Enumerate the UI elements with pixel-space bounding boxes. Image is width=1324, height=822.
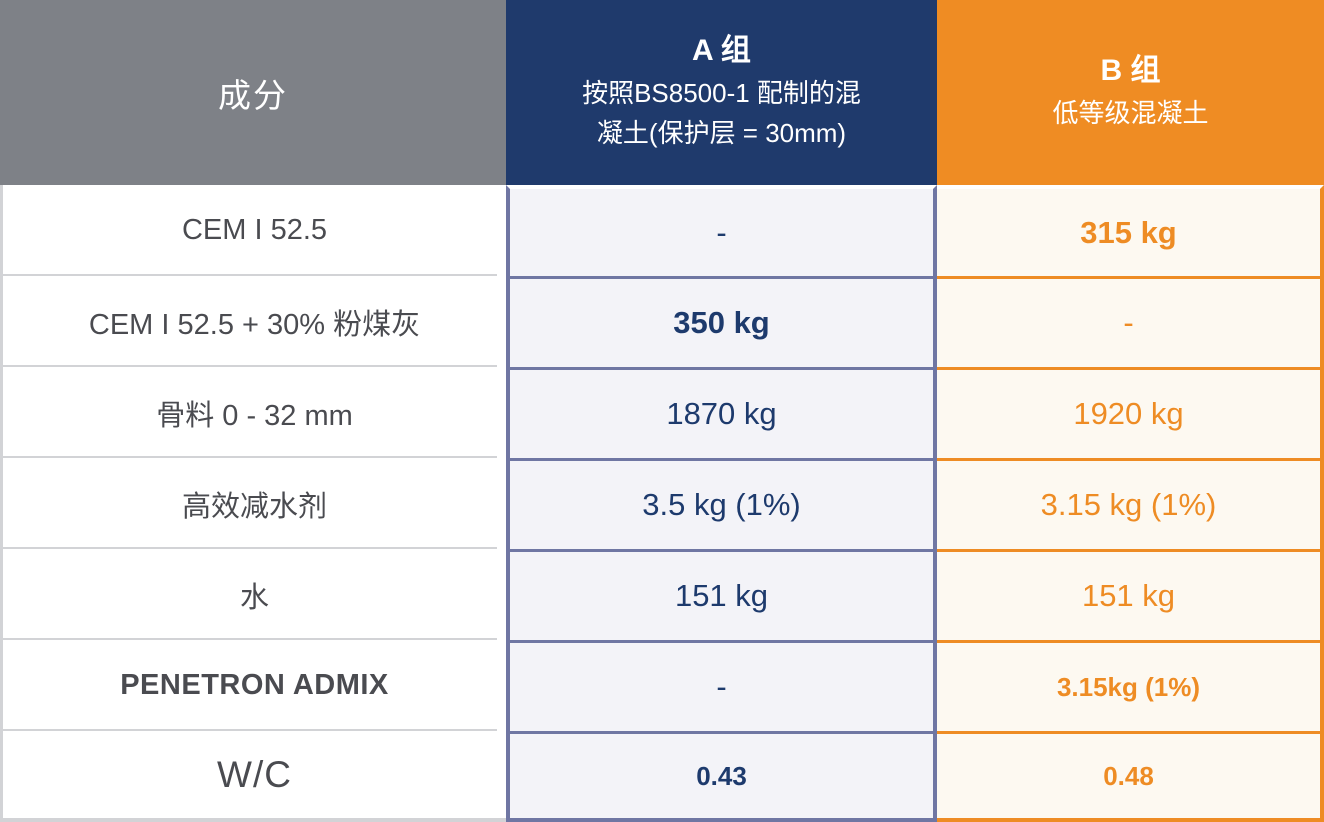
- row-1-group-b-value: -: [937, 276, 1324, 367]
- row-4-label: 水: [0, 549, 506, 641]
- row-5-label: PENETRON ADMIX: [0, 640, 506, 732]
- row-0-group-b-value: 315 kg: [937, 185, 1324, 276]
- row-0-group-a-value: -: [506, 185, 937, 276]
- row-1-group-a-value: 350 kg: [506, 276, 937, 367]
- row-3-group-b-value: 3.15 kg (1%): [937, 458, 1324, 549]
- group-a-title: A 组: [692, 33, 751, 67]
- row-6-group-a-value: 0.43: [506, 731, 937, 822]
- row-1-label: CEM I 52.5 + 30% 粉煤灰: [0, 276, 506, 368]
- header-ingredients-label: 成分: [218, 76, 288, 114]
- row-6-group-b-value: 0.48: [937, 731, 1324, 822]
- header-ingredients: 成分: [0, 0, 506, 185]
- row-6-label: W/C: [0, 731, 506, 822]
- header-group-a: A 组 按照BS8500-1 配制的混 凝土(保护层 = 30mm): [506, 0, 937, 185]
- header-group-b: B 组 低等级混凝土: [937, 0, 1324, 185]
- row-3-label: 高效减水剂: [0, 458, 506, 550]
- row-2-group-a-value: 1870 kg: [506, 367, 937, 458]
- row-2-label: 骨料 0 - 32 mm: [0, 367, 506, 459]
- row-3-group-a-value: 3.5 kg (1%): [506, 458, 937, 549]
- row-4-group-a-value: 151 kg: [506, 549, 937, 640]
- row-4-group-b-value: 151 kg: [937, 549, 1324, 640]
- row-5-group-a-value: -: [506, 640, 937, 731]
- group-a-subtitle-line1: 按照BS8500-1 配制的混: [582, 78, 861, 109]
- row-0-label: CEM I 52.5: [0, 185, 506, 277]
- group-a-subtitle: 按照BS8500-1 配制的混 凝土(保护层 = 30mm): [582, 73, 861, 153]
- row-2-group-b-value: 1920 kg: [937, 367, 1324, 458]
- group-a-subtitle-line2: 凝土(保护层 = 30mm): [596, 118, 847, 149]
- group-b-subtitle: 低等级混凝土: [1052, 98, 1209, 129]
- row-5-group-b-value: 3.15kg (1%): [937, 640, 1324, 731]
- group-b-title: B 组: [1100, 53, 1161, 87]
